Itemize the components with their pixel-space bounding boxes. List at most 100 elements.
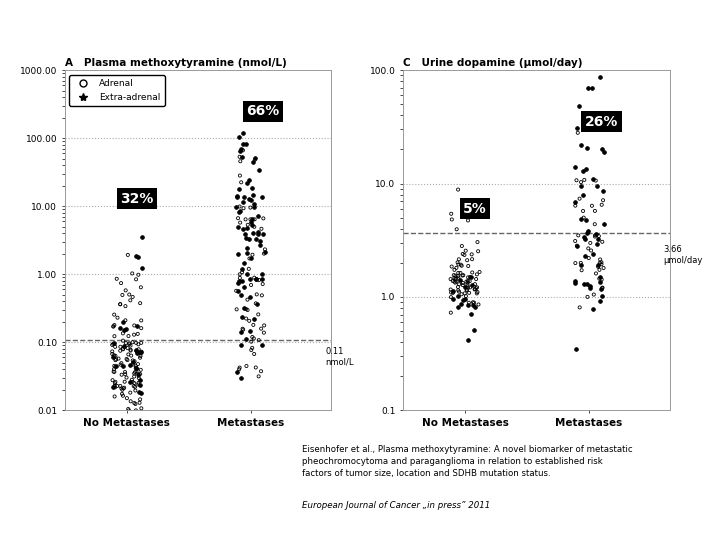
Point [242,220,253,229]
Point [569,163,580,172]
Point [457,279,469,287]
Point [108,351,120,360]
Point [571,176,582,185]
Point [592,118,603,126]
Point [579,235,590,244]
Point [117,345,129,354]
Point [453,255,464,264]
Point [250,363,261,372]
Point [580,165,591,174]
Point [132,340,144,349]
Point [245,254,256,262]
Point [131,364,143,373]
Point [130,406,142,415]
Point [240,139,252,148]
Point [457,249,469,258]
Point [591,182,603,191]
Point [121,355,132,363]
Point [246,215,257,224]
Point [581,144,593,153]
Point [135,388,147,397]
Point [108,339,120,348]
Point [570,237,581,245]
Point [454,287,465,296]
Point [462,335,474,344]
Point [452,282,464,291]
Point [112,313,123,322]
Point [133,372,145,380]
Point [129,399,140,407]
Point [466,250,477,259]
Point [125,378,136,387]
Point [593,262,604,271]
Point [233,365,245,374]
Point [135,352,146,360]
Point [462,276,474,285]
Point [235,144,246,153]
Point [457,271,469,280]
Point [248,273,260,282]
Point [129,382,140,391]
Point [456,290,467,299]
Point [113,354,125,363]
Point [236,277,248,286]
Point [109,342,121,351]
Point [122,356,133,364]
Point [130,400,141,408]
Point [585,284,596,292]
Point [240,234,251,243]
Point [245,215,256,224]
Point [590,269,602,278]
Point [117,336,129,345]
Point [238,204,249,213]
Point [572,129,583,137]
Point [116,384,127,393]
Point [121,394,132,402]
Point [122,350,134,359]
Point [256,275,268,284]
Point [107,347,118,356]
Point [248,191,259,199]
Text: C   Urine dopamine (μmol/day): C Urine dopamine (μmol/day) [403,58,582,68]
Point [473,300,485,309]
Point [469,280,481,288]
Point [464,283,476,292]
Point [462,279,473,287]
Point [234,270,246,279]
Point [445,275,456,284]
Point [257,280,269,288]
Point [582,244,594,253]
Point [109,352,121,360]
Point [569,276,580,285]
Point [577,191,589,200]
Point [571,241,582,250]
Point [122,251,134,259]
Point [469,302,480,311]
Point [448,271,459,279]
Point [578,232,590,241]
Point [243,316,255,325]
Point [235,146,246,155]
Point [249,154,261,163]
Point [130,339,142,347]
Point [109,310,120,319]
Point [253,165,265,174]
Point [252,212,264,221]
Point [462,300,474,309]
Point [258,321,270,330]
Text: 26%: 26% [585,115,618,129]
Point [128,379,140,387]
Point [240,362,252,370]
Point [107,341,118,349]
Point [456,242,467,251]
Point [130,364,142,373]
Point [573,102,585,110]
Text: A   Plasma methoxytyramine (nmol/L): A Plasma methoxytyramine (nmol/L) [65,58,287,68]
Legend: Adrenal, Extra-adrenal: Adrenal, Extra-adrenal [69,75,165,106]
Point [468,299,480,307]
Point [471,289,482,298]
Point [127,338,138,347]
Point [120,302,131,310]
Point [453,302,464,311]
Point [240,305,252,313]
